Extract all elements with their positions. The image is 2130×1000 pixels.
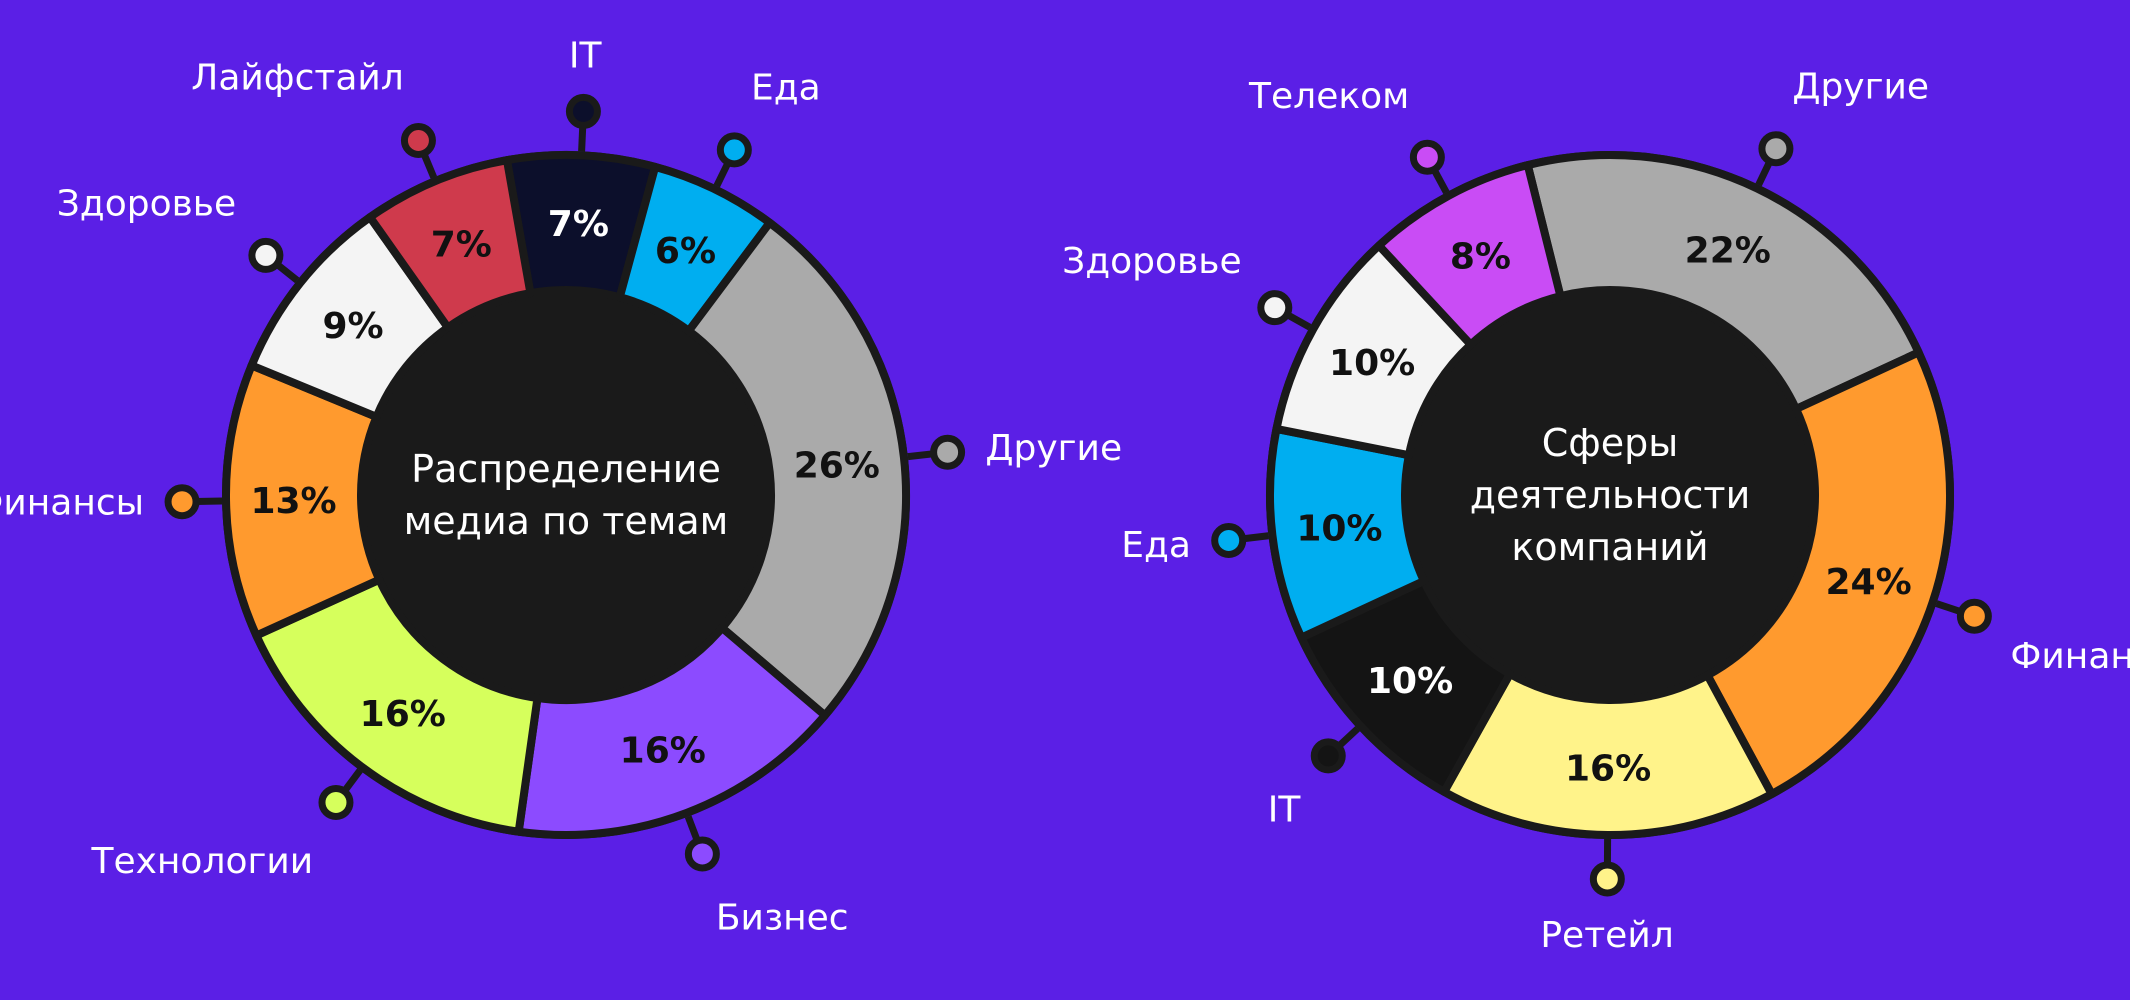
slice-percent-label: 6% [655, 231, 716, 272]
slice-percent-label: 26% [794, 446, 880, 487]
slice-percent-label: 8% [1450, 236, 1511, 277]
chart-center-title: Распределение [411, 447, 721, 491]
connector-dot [1762, 135, 1790, 163]
connector-dot [1261, 294, 1289, 322]
slice-category-label: Лайфстайл [191, 57, 404, 98]
connector-dot [934, 438, 962, 466]
slice-category-label: Еда [1121, 525, 1191, 566]
chart-center-title: медиа по темам [404, 499, 729, 543]
slice-percent-label: 13% [250, 481, 336, 522]
slice-percent-label: 10% [1296, 508, 1382, 549]
donut-chart-1: 7% IT 6% Еда 26% Другие 16% Бизнес 16% Технологии… [0, 35, 1122, 938]
chart-center-title: Сферы [1542, 421, 1679, 465]
slice-category-label: Финансы [0, 482, 144, 523]
slice-category-label: Технологии [90, 841, 313, 882]
connector-dot [720, 136, 748, 164]
connector-dot [569, 97, 597, 125]
slice-category-label: Ретейл [1540, 915, 1673, 956]
slice-category-label: IT [569, 35, 603, 76]
slice-category-label: Финансы [2010, 636, 2130, 677]
connector-dot [1314, 742, 1342, 770]
slice-percent-label: 7% [431, 224, 492, 265]
connector-dot [404, 126, 432, 154]
connector-dot [1215, 526, 1243, 554]
connector-dot [322, 788, 350, 816]
slice-category-label: Бизнес [716, 897, 849, 938]
slice-category-label: Телеком [1248, 76, 1409, 117]
slice-percent-label: 10% [1367, 661, 1453, 702]
chart-center-title: компаний [1511, 525, 1708, 569]
slice-percent-label: 10% [1329, 343, 1415, 384]
donut-chart-2: 22% Другие 24% Финансы 16% Ретейл 10% IT 10% Еда 1… [1062, 66, 2130, 956]
slice-category-label: Другие [985, 428, 1122, 469]
slice-category-label: Здоровье [57, 184, 236, 225]
chart-center-title: деятельности [1470, 473, 1751, 517]
slice-category-label: Еда [751, 68, 821, 109]
connector-dot [1593, 865, 1621, 893]
slice-category-label: Здоровье [1062, 241, 1241, 282]
connector-dot [1960, 602, 1988, 630]
slice-percent-label: 16% [1565, 748, 1651, 789]
connector-dot [688, 840, 716, 868]
slice-percent-label: 16% [620, 731, 706, 772]
slice-percent-label: 24% [1825, 562, 1911, 603]
connector-dot [252, 241, 280, 269]
connector-dot [168, 488, 196, 516]
connector-dot [1413, 143, 1441, 171]
slice-percent-label: 7% [548, 204, 609, 245]
slice-category-label: Другие [1792, 66, 1929, 107]
slice-percent-label: 16% [360, 694, 446, 735]
slice-percent-label: 22% [1685, 230, 1771, 271]
slice-category-label: IT [1268, 790, 1302, 831]
slice-percent-label: 9% [322, 306, 383, 347]
